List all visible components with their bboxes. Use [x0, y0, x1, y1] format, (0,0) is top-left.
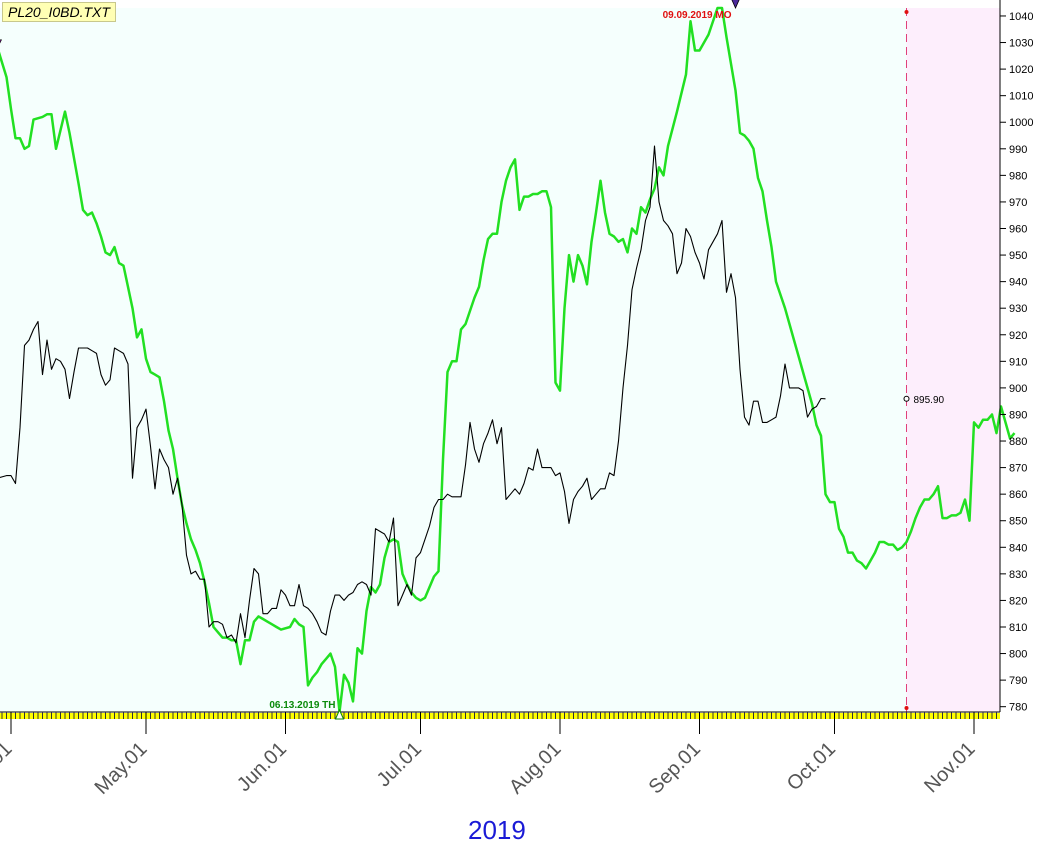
y-tick-label: 1040	[1009, 11, 1033, 23]
last-value-label: 895.90	[914, 395, 945, 406]
y-tick-label: 810	[1009, 622, 1027, 634]
y-tick-label: 900	[1009, 383, 1027, 395]
y-tick-label: 990	[1009, 144, 1027, 156]
last-value-marker	[903, 395, 910, 402]
y-tick-label: 940	[1009, 277, 1027, 289]
high-label: 09.09.2019 MO	[663, 10, 732, 21]
y-tick-label: 840	[1009, 542, 1027, 554]
x-axis-strip	[0, 713, 1000, 719]
divider-bottom-dot	[904, 706, 909, 710]
x-month-label: Aug.01	[505, 738, 565, 798]
y-tick-label: 790	[1009, 675, 1027, 687]
x-month-label: Oct.01	[783, 738, 840, 795]
y-tick-label: 880	[1009, 436, 1027, 448]
y-tick-label: 820	[1009, 595, 1027, 607]
y-tick-label: 970	[1009, 197, 1027, 209]
y-tick-label: 1030	[1009, 38, 1033, 50]
y-tick-label: 870	[1009, 463, 1027, 475]
y-tick-label: 860	[1009, 489, 1027, 501]
low-label: 06.13.2019 TH	[269, 700, 335, 711]
y-tick-label: 780	[1009, 702, 1027, 714]
forecast-region	[906, 8, 1000, 712]
x-month-label: Jun.01	[233, 738, 291, 796]
x-month-label: Apr.01	[0, 738, 17, 794]
x-month-label: Sep.01	[645, 738, 705, 798]
x-month-label: May.01	[91, 738, 152, 799]
y-tick-label: 980	[1009, 170, 1027, 182]
y-tick-label: 850	[1009, 516, 1027, 528]
y-tick-label: 890	[1009, 409, 1027, 421]
series-line-black	[0, 145, 826, 644]
plot-background	[0, 8, 907, 712]
series-line-green	[0, 6, 1016, 714]
series-layer	[0, 6, 1016, 714]
x-axis-year-label: 2019	[468, 815, 526, 845]
y-tick-label: 800	[1009, 649, 1027, 661]
low-marker	[334, 708, 345, 720]
y-tick-label: 910	[1009, 356, 1027, 368]
y-tick-label: 1010	[1009, 91, 1033, 103]
x-month-label: Nov.01	[920, 738, 979, 797]
annotation-layer: 09.09.2019 MO 06.13.2019 TH 895.90	[0, 0, 945, 720]
x-month-label: Jul.01	[373, 738, 426, 791]
y-tick-label: 1020	[1009, 64, 1033, 76]
high-marker	[731, 0, 740, 9]
start-marker	[0, 39, 2, 44]
divider-top-dot	[904, 10, 909, 14]
y-tick-label: 930	[1009, 303, 1027, 315]
y-tick-label: 920	[1009, 330, 1027, 342]
file-title-label: PL20_I0BD.TXT	[2, 2, 116, 22]
y-tick-label: 830	[1009, 569, 1027, 581]
y-tick-label: 950	[1009, 250, 1027, 262]
y-tick-label: 1000	[1009, 117, 1033, 129]
y-tick-label: 960	[1009, 223, 1027, 235]
